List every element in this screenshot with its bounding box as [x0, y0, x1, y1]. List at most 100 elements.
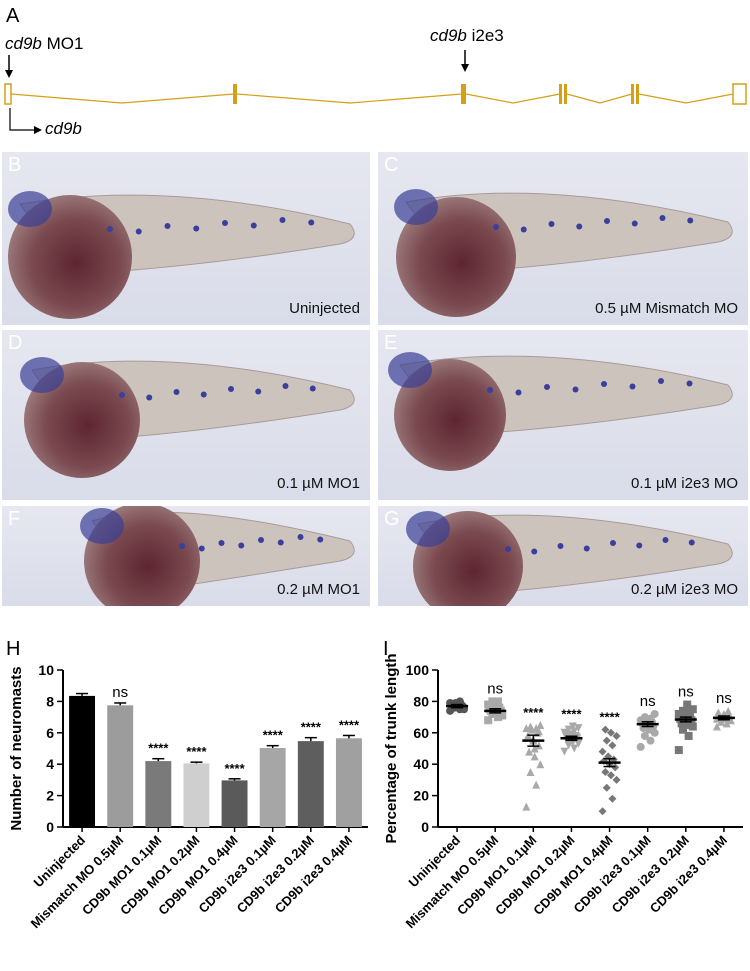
significance-label: **** [523, 705, 544, 720]
data-point [679, 706, 688, 715]
data-point [674, 746, 683, 755]
bar [335, 738, 362, 827]
y-tick-label: 0 [46, 819, 54, 835]
exons [4, 83, 747, 105]
data-point [608, 741, 617, 750]
data-point [498, 711, 507, 720]
embryo-image-g: G 0.2 µM i2e3 MO [378, 506, 748, 606]
data-point [606, 771, 615, 780]
data-point [560, 728, 569, 737]
significance-label: ns [640, 693, 656, 710]
data-point [640, 731, 649, 740]
bar [259, 748, 286, 827]
data-point [530, 752, 539, 761]
data-point [601, 768, 610, 777]
bar [69, 695, 96, 827]
significance-label: **** [561, 707, 582, 722]
mo1-label-suffix: MO1 [41, 34, 84, 53]
data-point [522, 802, 531, 811]
data-point [606, 728, 615, 737]
data-point [564, 725, 573, 734]
data-point [598, 807, 607, 816]
panel-g-letter: G [384, 508, 400, 530]
y-tick-label: 10 [38, 662, 54, 678]
data-point [495, 703, 504, 712]
data-point [488, 697, 497, 706]
data-point [574, 724, 583, 733]
gene-label: cd9b [45, 119, 82, 138]
data-point [568, 722, 577, 731]
data-point [688, 705, 697, 714]
panel-g-caption: 0.2 µM i2e3 MO [630, 581, 738, 598]
significance-label: **** [301, 720, 322, 735]
embryo-image-b: B Uninjected [2, 152, 370, 325]
data-point [560, 747, 569, 756]
data-point [536, 720, 545, 729]
data-point [525, 747, 534, 756]
data-point [493, 697, 502, 706]
y-axis-label: Number of neuromasts [8, 666, 25, 830]
bar [107, 705, 134, 827]
panel-e-letter: E [384, 332, 398, 354]
significance-label: **** [224, 761, 245, 776]
data-point [598, 747, 607, 756]
embryo-image-e: E 0.1 µM i2e3 MO [378, 330, 748, 500]
panel-c-letter: C [384, 154, 399, 176]
data-point [640, 713, 649, 722]
data-point [536, 760, 545, 769]
panel-a-letter: A [6, 5, 20, 27]
data-point [534, 727, 543, 736]
significance-label: ns [487, 680, 503, 697]
significance-label: **** [263, 728, 284, 743]
bar [183, 763, 210, 827]
bar [145, 761, 172, 827]
mo1-label: cd9b MO1 [5, 34, 83, 54]
y-tick-label: 0 [421, 819, 429, 835]
y-tick-label: 4 [46, 756, 54, 772]
data-point [679, 725, 688, 734]
significance-label: **** [339, 717, 360, 732]
tss-arrow-head [34, 126, 42, 134]
i2e3-label: cd9b i2e3 [430, 26, 504, 46]
y-tick-label: 6 [46, 725, 54, 741]
bar [221, 780, 248, 827]
data-point [534, 741, 543, 750]
y-tick-label: 100 [406, 662, 430, 678]
significance-label: **** [599, 710, 620, 725]
data-point [646, 736, 655, 745]
panel-d-caption: 0.1 µM MO1 [277, 475, 360, 492]
data-point [602, 736, 611, 745]
y-tick-label: 8 [46, 693, 54, 709]
data-point [714, 708, 723, 717]
data-point [570, 744, 579, 753]
data-point [684, 708, 693, 717]
i2e3-label-suffix: i2e3 [466, 26, 504, 45]
panel-b-letter: B [8, 154, 22, 176]
significance-label: **** [148, 741, 169, 756]
significance-label: ns [678, 684, 694, 701]
data-point [530, 744, 539, 753]
i2e3-gene-name: cd9b [430, 26, 467, 45]
y-tick-label: 80 [413, 693, 429, 709]
data-point [611, 763, 620, 772]
data-point [724, 706, 733, 715]
data-point [484, 716, 493, 725]
data-point [677, 719, 686, 728]
significance-label: **** [186, 744, 207, 759]
gene-structure-diagram [4, 50, 747, 134]
data-point [636, 742, 645, 751]
data-point [612, 731, 621, 740]
mo1-arrow-head [5, 70, 13, 78]
y-tick-label: 2 [46, 788, 54, 804]
panel-f-caption: 0.2 µM MO1 [277, 581, 360, 598]
data-point [612, 775, 621, 784]
y-tick-label: 60 [413, 725, 429, 741]
panel-c-caption: 0.5 µM Mismatch MO [595, 300, 738, 317]
tss-arrow [9, 108, 34, 131]
data-point [688, 722, 697, 731]
data-point [602, 783, 611, 792]
data-point [683, 720, 692, 729]
embryo-image-c: C 0.5 µM Mismatch MO [378, 152, 748, 325]
